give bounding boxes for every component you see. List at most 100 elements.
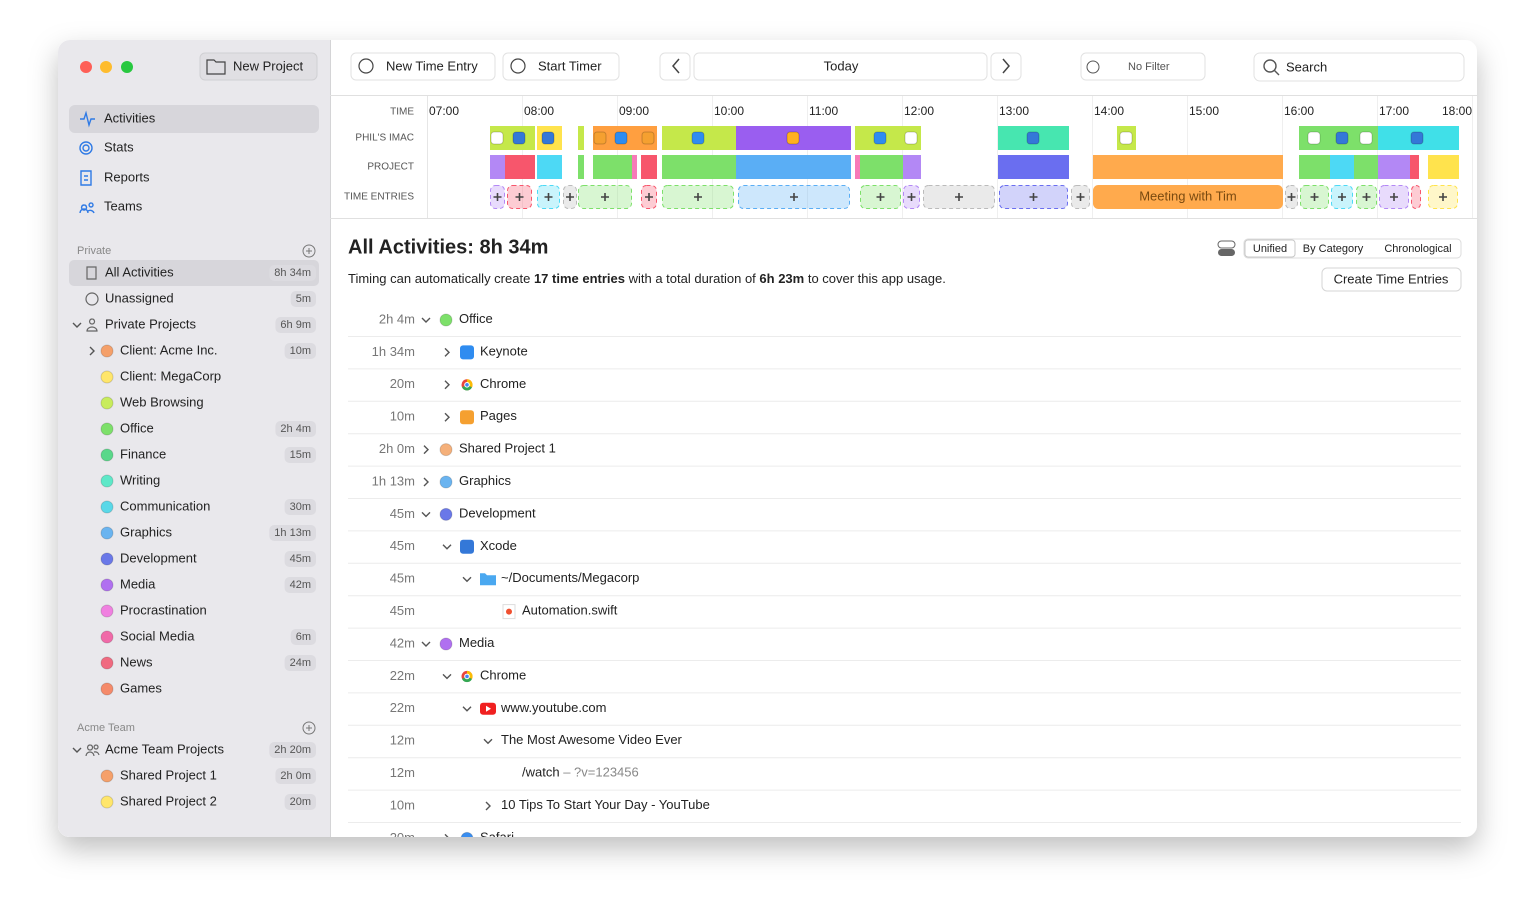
- sidebar-item[interactable]: Social Media: [120, 628, 195, 643]
- disclosure-chevron[interactable]: [444, 833, 450, 842]
- row-label[interactable]: Pages: [480, 409, 517, 424]
- new-project-button[interactable]: [199, 52, 318, 81]
- disclosure-chevron[interactable]: [72, 322, 82, 328]
- disclosure-chevron[interactable]: [444, 347, 450, 357]
- today-button[interactable]: [693, 52, 988, 81]
- sidebar-item[interactable]: Graphics: [120, 524, 173, 539]
- row-label[interactable]: Safari: [480, 830, 514, 845]
- app-icon: [1410, 131, 1424, 145]
- project-dot: [100, 656, 114, 670]
- sidebar-item[interactable]: Private Projects: [105, 316, 197, 331]
- row-label[interactable]: Chrome: [480, 668, 526, 683]
- sidebar-item[interactable]: News: [120, 654, 153, 669]
- sidebar-item[interactable]: Procrastination: [120, 602, 207, 617]
- row-label[interactable]: Media: [459, 635, 495, 650]
- sidebar-item[interactable]: Acme Team Projects: [105, 741, 224, 756]
- hour-label: 10:00: [714, 104, 744, 118]
- view-mode-option[interactable]: By Category: [1303, 243, 1364, 255]
- row-label[interactable]: /watch – ?v=123456: [522, 765, 639, 780]
- disclosure-chevron[interactable]: [485, 801, 491, 811]
- disclosure-chevron[interactable]: [421, 511, 431, 518]
- sidebar-item[interactable]: Shared Project 2: [120, 793, 217, 808]
- view-mode-control[interactable]: [1243, 238, 1462, 259]
- sidebar-item[interactable]: Communication: [120, 498, 210, 513]
- search-field[interactable]: [1253, 52, 1465, 82]
- sidebar-item[interactable]: Games: [120, 680, 162, 695]
- view-mode-option[interactable]: Chronological: [1384, 243, 1451, 255]
- row-label[interactable]: 10 Tips To Start Your Day - YouTube: [501, 797, 710, 812]
- summary-part: with a total duration of: [625, 271, 759, 286]
- project-block: [537, 155, 562, 179]
- minimize-button[interactable]: [100, 61, 112, 73]
- disclosure-chevron[interactable]: [444, 380, 450, 390]
- time-entry[interactable]: [1093, 185, 1283, 209]
- add-button[interactable]: [302, 244, 316, 258]
- add-entry-icon: [955, 193, 963, 201]
- sidebar-item[interactable]: Writing: [120, 472, 160, 487]
- row-label[interactable]: Xcode: [480, 538, 517, 553]
- sidebar-item[interactable]: Media: [120, 576, 156, 591]
- new-time-entry-button[interactable]: [350, 52, 496, 81]
- disclosure-chevron[interactable]: [483, 738, 493, 745]
- nav-item[interactable]: Activities: [104, 110, 156, 125]
- hour-label: 12:00: [904, 104, 934, 118]
- filter-button[interactable]: [1080, 52, 1206, 81]
- zoom-button[interactable]: [121, 61, 133, 73]
- sidebar-item[interactable]: All Activities: [105, 264, 174, 279]
- disclosure-chevron[interactable]: [72, 747, 82, 753]
- disclosure-chevron[interactable]: [421, 641, 431, 647]
- row-label[interactable]: ~/Documents/Megacorp: [501, 571, 639, 586]
- row-label[interactable]: Graphics: [459, 473, 512, 488]
- summary-part: Timing can automatically create: [348, 271, 534, 286]
- close-button[interactable]: [80, 61, 92, 73]
- project-dot: [100, 422, 114, 436]
- item-icon: [86, 266, 97, 280]
- row-label-text: Chrome: [480, 668, 526, 683]
- sidebar-item[interactable]: Client: MegaCorp: [120, 368, 221, 383]
- hour-label: 18:00: [1442, 104, 1472, 118]
- row-label[interactable]: Chrome: [480, 376, 526, 391]
- chevron-left: [672, 58, 680, 74]
- item-selection: [69, 260, 319, 286]
- next-button[interactable]: [990, 52, 1022, 81]
- disclosure-chevron[interactable]: [442, 673, 452, 680]
- project-block: [662, 155, 736, 179]
- view-mode-option[interactable]: Unified: [1253, 243, 1287, 255]
- row-label[interactable]: Office: [459, 311, 493, 326]
- row-label[interactable]: Development: [459, 506, 536, 521]
- suggested-entry[interactable]: [1411, 185, 1421, 209]
- previous-button[interactable]: [659, 52, 691, 81]
- add-entry-icon: [1338, 193, 1346, 201]
- disclosure-chevron[interactable]: [89, 346, 95, 356]
- nav-item[interactable]: Reports: [104, 169, 150, 184]
- sidebar-item[interactable]: Office: [120, 420, 154, 435]
- row-label[interactable]: www.youtube.com: [500, 700, 607, 715]
- nav-item[interactable]: Stats: [104, 139, 134, 154]
- app-icon: [1119, 131, 1133, 145]
- disclosure-chevron[interactable]: [462, 576, 472, 583]
- sidebar-item[interactable]: Shared Project 1: [120, 767, 217, 782]
- sidebar-item[interactable]: Web Browsing: [120, 394, 204, 409]
- create-time-entries-button[interactable]: [1321, 267, 1462, 292]
- row-label[interactable]: Shared Project 1: [459, 441, 556, 456]
- disclosure-chevron[interactable]: [423, 445, 429, 455]
- disclosure-chevron[interactable]: [421, 317, 431, 323]
- chevron-right: [1002, 58, 1010, 74]
- row-label[interactable]: The Most Awesome Video Ever: [501, 733, 683, 748]
- disclosure-chevron[interactable]: [444, 412, 450, 422]
- sidebar-item[interactable]: Finance: [120, 446, 166, 461]
- sidebar-item[interactable]: Unassigned: [105, 290, 174, 305]
- disclosure-chevron[interactable]: [423, 477, 429, 487]
- app-icon: [593, 131, 607, 145]
- filter-icon: [1086, 60, 1100, 74]
- add-button[interactable]: [302, 721, 316, 735]
- disclosure-chevron[interactable]: [462, 706, 472, 712]
- row-label[interactable]: Automation.swift: [522, 603, 618, 618]
- nav-item[interactable]: Teams: [104, 198, 143, 213]
- search-icon: [1263, 59, 1277, 73]
- sidebar-item[interactable]: Development: [120, 550, 197, 565]
- sidebar-item[interactable]: Client: Acme Inc.: [120, 342, 218, 357]
- row-label[interactable]: Keynote: [480, 344, 528, 359]
- disclosure-chevron[interactable]: [442, 544, 452, 550]
- start-timer-button[interactable]: [502, 52, 620, 81]
